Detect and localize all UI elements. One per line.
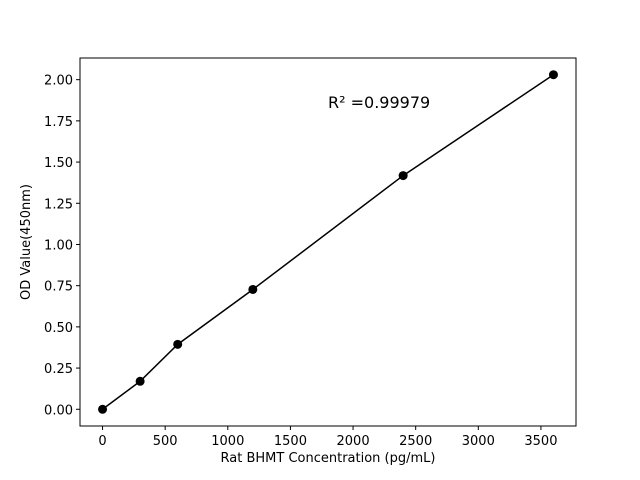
point	[548, 70, 558, 80]
point	[398, 171, 408, 181]
annotation: R² =0.99979	[328, 93, 430, 112]
y-tick-label: 1.25	[44, 197, 73, 212]
y-tick-label: 1.00	[44, 238, 73, 253]
point	[135, 376, 145, 386]
x-tick-label: 3500	[524, 434, 557, 449]
x-tick-label: 1000	[211, 434, 244, 449]
point	[173, 339, 183, 349]
x-tick-label: 2000	[337, 434, 370, 449]
x-tick-label: 3000	[462, 434, 495, 449]
x-tick-label: 1500	[274, 434, 307, 449]
y-tick-label: 1.75	[44, 115, 73, 130]
point	[98, 404, 108, 414]
y-tick-label: 2.00	[44, 74, 73, 89]
series-line	[102, 74, 554, 410]
x-tick-label: 0	[98, 434, 106, 449]
x-axis-label: Rat BHMT Concentration (pg/mL)	[221, 451, 436, 466]
y-tick-label: 0.50	[44, 321, 73, 336]
plot-frame	[79, 57, 577, 427]
y-tick-label: 0.75	[44, 280, 73, 295]
y-tick-label: 1.50	[44, 156, 73, 171]
y-tick-label: 0.00	[44, 403, 73, 418]
point	[248, 284, 258, 294]
y-axis-label: OD Value(450nm)	[19, 184, 34, 300]
y-tick-label: 0.25	[44, 362, 73, 377]
x-tick-label: 500	[153, 434, 178, 449]
x-tick-label: 2500	[399, 434, 432, 449]
